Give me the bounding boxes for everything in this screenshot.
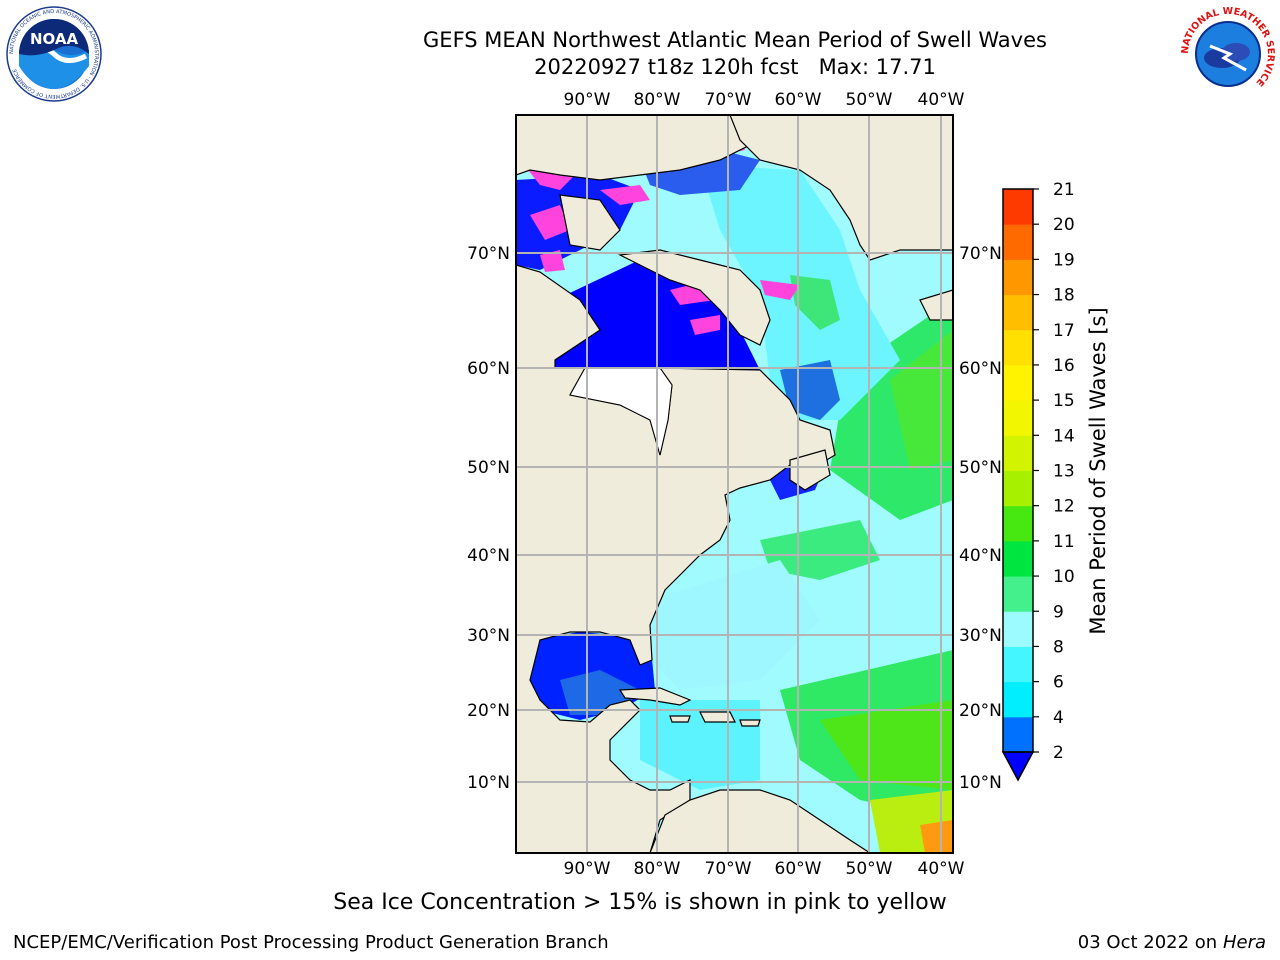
colorbar-tick-label: 18 <box>1053 286 1075 306</box>
land-south-america <box>649 789 872 853</box>
colorbar-tick-label: 20 <box>1053 215 1075 235</box>
sea-ice-caption: Sea Ice Concentration > 15% is shown in … <box>333 890 947 915</box>
lon-label-top: 60°W <box>775 90 822 110</box>
land-greenland <box>729 115 953 261</box>
lon-label-bottom: 70°W <box>705 859 752 879</box>
footer-organization: NCEP/EMC/Verification Post Processing Pr… <box>13 932 609 953</box>
lat-label-right: 20°N <box>959 701 1002 721</box>
lon-label-bottom: 80°W <box>634 859 681 879</box>
lat-label-left: 50°N <box>467 458 510 478</box>
colorbar-segment <box>1003 646 1033 683</box>
lon-label-top: 50°W <box>846 90 893 110</box>
noaa-logo-text: NOAA <box>30 30 79 48</box>
colorbar-tick-label: 19 <box>1053 250 1075 270</box>
colorbar-segment <box>1003 329 1033 366</box>
colorbar-tick-label: 11 <box>1053 532 1075 552</box>
lat-label-left: 10°N <box>467 773 510 793</box>
colorbar-label: Mean Period of Swell Waves [s] <box>1086 307 1110 634</box>
colorbar-segment <box>1003 435 1033 471</box>
lat-label-left: 20°N <box>467 701 510 721</box>
colorbar-segment <box>1003 716 1033 753</box>
colorbar-segment <box>1003 540 1033 577</box>
lat-label-left: 60°N <box>467 359 510 379</box>
lon-label-top: 80°W <box>634 90 681 110</box>
colorbar-segment <box>1003 224 1033 260</box>
colorbar-tick-label: 14 <box>1053 426 1075 446</box>
lat-label-right: 10°N <box>959 773 1002 793</box>
colorbar-tick-label: 6 <box>1053 673 1064 693</box>
colorbar-segment <box>1003 681 1033 718</box>
footer-date-text: 03 Oct 2022 on <box>1077 932 1218 953</box>
map-frame <box>515 114 954 854</box>
colorbar-under-arrow <box>1001 751 1035 782</box>
lat-label-right: 70°N <box>959 244 1002 264</box>
lon-label-bottom: 60°W <box>775 859 822 879</box>
colorbar-tick-label: 15 <box>1053 391 1075 411</box>
land-cuba <box>618 687 692 706</box>
colorbar-tick-label: 12 <box>1053 497 1075 517</box>
land-newfoundland <box>789 449 831 491</box>
lon-label-bottom: 40°W <box>918 859 965 879</box>
colorbar-tick-label: 13 <box>1053 462 1075 482</box>
graticule <box>516 115 953 853</box>
colorbar-segment <box>1003 259 1033 296</box>
lon-label-top: 40°W <box>918 90 965 110</box>
colorbar-segment <box>1003 189 1033 225</box>
nws-logo: NATIONAL WEATHER SERVICE <box>1180 6 1276 101</box>
colorbar-tick-label: 2 <box>1053 743 1064 763</box>
lat-label-right: 30°N <box>959 626 1002 646</box>
colorbar-tick-label: 10 <box>1053 567 1075 587</box>
lon-label-top: 90°W <box>564 90 611 110</box>
colorbar-tick-label: 16 <box>1053 356 1075 376</box>
colorbar-tick-label: 8 <box>1053 637 1064 657</box>
colorbar-segment <box>1003 505 1033 542</box>
map-title: GEFS MEAN Northwest Atlantic Mean Period… <box>423 28 1047 52</box>
lon-label-bottom: 90°W <box>564 859 611 879</box>
noaa-logo: NOAA NATIONAL OCEANIC AND ATMOSPHERIC AD… <box>6 6 102 102</box>
colorbar-segment <box>1003 294 1033 331</box>
colorbar-tick-label: 9 <box>1053 602 1064 622</box>
colorbar-segment <box>1003 611 1033 647</box>
colorbar-tick-label: 17 <box>1053 321 1075 341</box>
colorbar-segment <box>1003 470 1033 507</box>
lat-label-left: 40°N <box>467 546 510 566</box>
land-hispaniola <box>699 711 736 723</box>
lat-label-right: 50°N <box>959 458 1002 478</box>
lon-label-top: 70°W <box>705 90 752 110</box>
lat-label-right: 40°N <box>959 546 1002 566</box>
colorbar-segment <box>1003 364 1033 401</box>
colorbar-segment <box>1003 400 1033 436</box>
footer-date: 03 Oct 2022 on Hera <box>1078 932 1266 953</box>
colorbar-segment <box>1003 576 1033 612</box>
colorbar-tick-label: 4 <box>1053 708 1064 728</box>
lat-label-left: 30°N <box>467 626 510 646</box>
lat-label-left: 70°N <box>467 244 510 264</box>
lat-label-right: 60°N <box>959 359 1002 379</box>
footer-host: Hera <box>1222 932 1266 953</box>
colorbar-tick-label: 21 <box>1053 180 1075 200</box>
colorbar: 2 4 6 8 9 10 11 12 13 14 15 16 17 18 19 20 21 <box>1001 180 1075 782</box>
lon-label-bottom: 50°W <box>846 859 893 879</box>
map-subtitle: 20220927 t18z 120h fcst Max: 17.71 <box>534 55 936 79</box>
